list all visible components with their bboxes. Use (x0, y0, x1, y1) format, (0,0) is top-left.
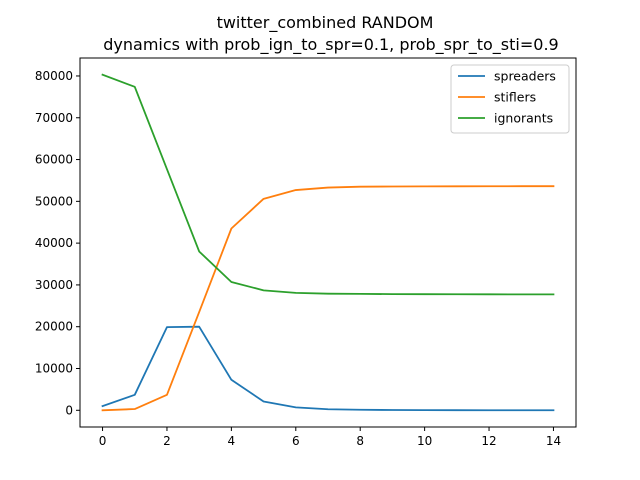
legend-label-ignorants: ignorants (494, 111, 553, 126)
x-tick-label: 6 (292, 434, 300, 448)
y-tick-label: 80000 (35, 69, 73, 83)
x-tick-label: 4 (228, 434, 236, 448)
y-tick-label: 10000 (35, 361, 73, 375)
x-tick-label: 0 (99, 434, 107, 448)
y-tick-label: 0 (65, 403, 73, 417)
series-line-spreaders (101, 325, 555, 412)
series-line-ignorants (101, 73, 555, 296)
y-tick-label: 60000 (35, 153, 73, 167)
axes-frame (79, 57, 577, 428)
legend-box (450, 64, 570, 134)
y-tick-label: 70000 (35, 111, 73, 125)
x-tick-label: 12 (481, 434, 496, 448)
series-line-stiflers (101, 185, 555, 412)
x-tick-label: 14 (546, 434, 561, 448)
y-tick-label: 20000 (35, 320, 73, 334)
chart-title-line-1: twitter_combined RANDOM (217, 13, 434, 33)
y-tick-label: 40000 (35, 236, 73, 250)
x-tick-label: 10 (417, 434, 432, 448)
y-tick-label: 30000 (35, 278, 73, 292)
chart-title-line-2: dynamics with prob_ign_to_spr=0.1, prob_… (103, 35, 558, 55)
plot-area: 0 2 4 6 8 10 12 14 0 10000 20000 30000 40000 50000 600… (35, 57, 577, 448)
x-tick-label: 2 (163, 434, 171, 448)
legend-label-spreaders: spreaders (494, 69, 556, 84)
legend-label-stiflers: stiflers (494, 90, 536, 105)
x-tick-label: 8 (356, 434, 364, 448)
y-tick-label: 50000 (35, 194, 73, 208)
